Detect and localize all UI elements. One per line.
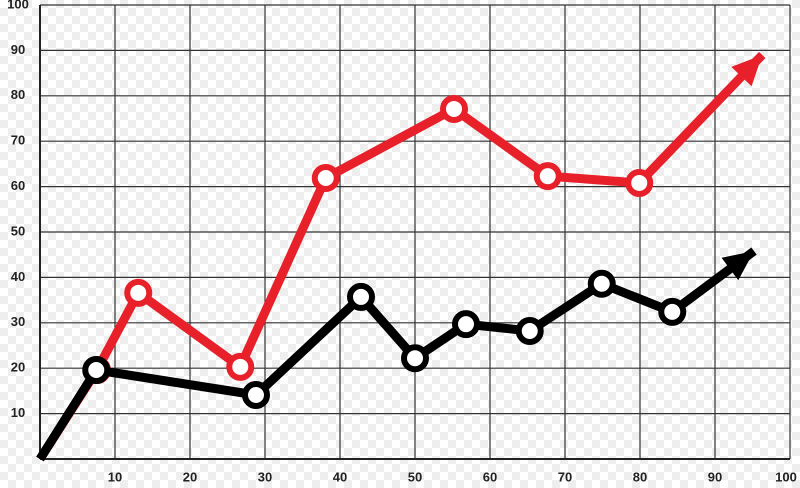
- line: [36, 51, 766, 462]
- x-tick-label: 30: [258, 469, 272, 484]
- arrowhead: [721, 251, 754, 281]
- point: [124, 278, 153, 307]
- x-tick-label: 50: [408, 469, 422, 484]
- point: [82, 356, 111, 385]
- x-tick-label: 90: [708, 469, 722, 484]
- y-tick-label: 80: [11, 87, 25, 102]
- point: [515, 316, 544, 345]
- point: [625, 168, 654, 197]
- arrowhead: [731, 54, 763, 87]
- y-tick-label: 30: [11, 314, 25, 329]
- point: [311, 163, 340, 192]
- x-tick-label: 80: [633, 469, 647, 484]
- x-tick-label: 60: [483, 469, 497, 484]
- point: [452, 310, 480, 339]
- x-tick-label: 100: [775, 469, 797, 484]
- point: [242, 380, 270, 409]
- point: [226, 352, 255, 381]
- point: [533, 162, 562, 191]
- y-tick-label: 10: [11, 405, 25, 420]
- y-tick-label: 70: [11, 133, 25, 148]
- point: [347, 282, 375, 311]
- line: [36, 247, 757, 462]
- y-tick-label: 40: [11, 269, 25, 284]
- y-tick-label: 60: [11, 178, 25, 193]
- y-tick-label: 100: [7, 0, 29, 11]
- point: [440, 94, 468, 123]
- x-tick-label: 40: [333, 469, 347, 484]
- y-tick-label: 50: [11, 223, 25, 238]
- x-tick-label: 70: [558, 469, 572, 484]
- x-tick-label: 10: [108, 469, 122, 484]
- y-tick-label: 20: [11, 360, 25, 375]
- point: [401, 344, 429, 373]
- y-tick-label: 90: [11, 42, 25, 57]
- x-tick-label: 20: [183, 469, 197, 484]
- point: [658, 297, 687, 326]
- point: [587, 269, 616, 298]
